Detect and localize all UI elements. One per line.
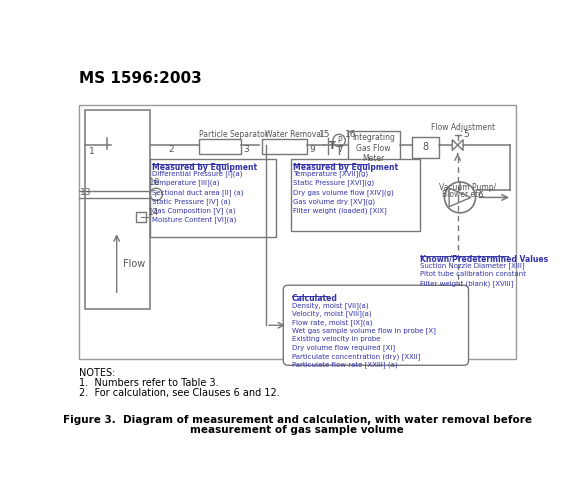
- Text: 3: 3: [243, 145, 249, 154]
- Text: 9: 9: [309, 145, 314, 154]
- Text: Particulate concentration (dry) [XXII]: Particulate concentration (dry) [XXII]: [292, 353, 420, 360]
- Bar: [199, 139, 241, 154]
- Text: Density, moist [VII](a): Density, moist [VII](a): [292, 302, 368, 309]
- Text: Differential Pressure [I](a): Differential Pressure [I](a): [153, 171, 243, 177]
- Text: 14: 14: [148, 208, 159, 217]
- Text: Known/Predetermined Values: Known/Predetermined Values: [420, 255, 548, 264]
- Text: Calculated: Calculated: [292, 294, 338, 303]
- Text: Flow rate, moist [IX](a): Flow rate, moist [IX](a): [292, 319, 372, 326]
- Text: 2: 2: [169, 145, 174, 154]
- Text: measurement of gas sample volume: measurement of gas sample volume: [190, 425, 404, 435]
- Text: 15: 15: [319, 130, 331, 139]
- Text: NOTES:: NOTES:: [79, 368, 115, 378]
- Bar: [79, 105, 516, 359]
- Text: Gas Composition [V] (a): Gas Composition [V] (a): [153, 207, 236, 214]
- Bar: [412, 137, 439, 158]
- Text: 8: 8: [422, 142, 429, 152]
- Bar: [85, 111, 150, 309]
- Text: Pitot tube calibration constant: Pitot tube calibration constant: [420, 271, 525, 277]
- Text: Filter weight (loaded) [XIX]: Filter weight (loaded) [XIX]: [293, 207, 387, 214]
- Text: Particle Separator: Particle Separator: [199, 130, 268, 139]
- Text: Gas volume dry [XV](g): Gas volume dry [XV](g): [293, 198, 375, 205]
- Bar: [150, 159, 276, 237]
- Bar: [291, 159, 420, 231]
- Text: Flow Adjustment: Flow Adjustment: [430, 123, 495, 132]
- Text: Suction Nozzle Diameter [XIII]: Suction Nozzle Diameter [XIII]: [420, 262, 524, 269]
- Text: Particulate flow rate [XXIII] (a): Particulate flow rate [XXIII] (a): [292, 362, 397, 368]
- Text: Temperature [XVII](g): Temperature [XVII](g): [293, 171, 368, 177]
- Bar: [136, 212, 146, 222]
- Text: Dry gas volume flow [XIV](g): Dry gas volume flow [XIV](g): [293, 189, 394, 196]
- Text: 13: 13: [79, 188, 91, 197]
- Bar: [262, 139, 307, 154]
- Text: Static Pressure [XVI](g): Static Pressure [XVI](g): [293, 180, 375, 187]
- Text: Measured by Equipment: Measured by Equipment: [293, 163, 398, 172]
- Text: 16: 16: [345, 130, 356, 139]
- Text: P: P: [337, 136, 342, 145]
- Text: Water Removal: Water Removal: [264, 130, 323, 139]
- Text: Measured by Equipment: Measured by Equipment: [153, 163, 258, 172]
- Text: Temperature [III](a): Temperature [III](a): [153, 180, 220, 187]
- Text: Vacuum Pump/: Vacuum Pump/: [439, 183, 496, 192]
- Text: Sectional duct area [II] (a): Sectional duct area [II] (a): [153, 189, 244, 196]
- Text: Flow: Flow: [123, 260, 145, 270]
- Text: 1.  Numbers refer to Table 3.: 1. Numbers refer to Table 3.: [79, 378, 218, 388]
- Bar: [347, 131, 400, 166]
- Text: MS 1596:2003: MS 1596:2003: [79, 71, 201, 86]
- Text: 2.  For calculation, see Clauses 6 and 12.: 2. For calculation, see Clauses 6 and 12…: [79, 388, 280, 398]
- Text: Static Pressure [IV] (a): Static Pressure [IV] (a): [153, 198, 231, 205]
- Text: 10: 10: [149, 178, 161, 187]
- Text: Blower etc.: Blower etc.: [442, 190, 485, 199]
- Text: i: i: [155, 190, 157, 199]
- Text: Filter weight (blank) [XVIII]: Filter weight (blank) [XVIII]: [420, 281, 513, 287]
- Text: 6: 6: [478, 191, 484, 200]
- Text: Wet gas sample volume flow in probe [X]: Wet gas sample volume flow in probe [X]: [292, 327, 436, 334]
- Text: Moisture Content [VI](a): Moisture Content [VI](a): [153, 217, 237, 223]
- Text: Velocity, moist [VIII](a): Velocity, moist [VIII](a): [292, 311, 371, 317]
- Text: T: T: [329, 141, 336, 151]
- Text: Integrating
Gas Flow
Meter: Integrating Gas Flow Meter: [352, 133, 395, 163]
- Text: 7: 7: [338, 145, 343, 154]
- Text: Dry volume flow required [XI]: Dry volume flow required [XI]: [292, 345, 395, 351]
- Text: 5: 5: [463, 130, 469, 139]
- FancyBboxPatch shape: [283, 285, 469, 365]
- Text: Existing velocity in probe: Existing velocity in probe: [292, 336, 380, 342]
- Text: 1: 1: [89, 147, 95, 156]
- Text: Figure 3.  Diagram of measurement and calculation, with water removal before: Figure 3. Diagram of measurement and cal…: [63, 414, 532, 425]
